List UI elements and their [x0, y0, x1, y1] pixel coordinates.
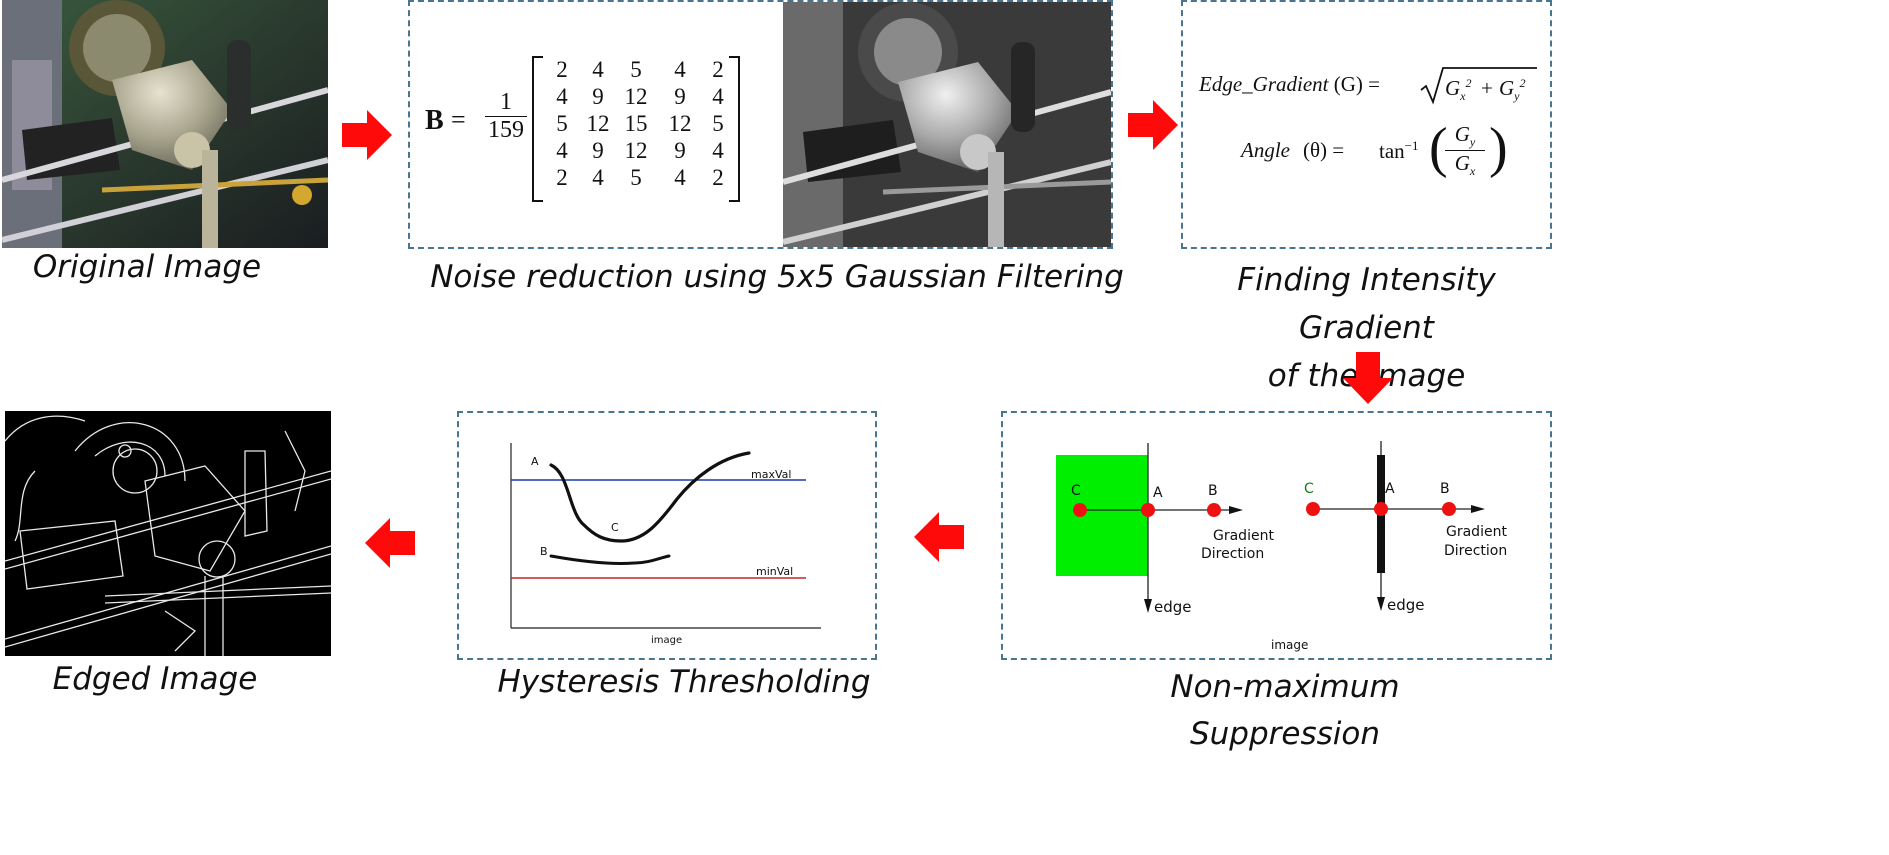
matrix-cell: 12: [586, 111, 610, 136]
label-b: B: [1208, 483, 1218, 499]
matrix-cell: 4: [556, 84, 568, 109]
angle-formula: Angle (θ) = tan−1 ( Gy Gx ): [1241, 117, 1508, 179]
blurred-image: [783, 2, 1111, 247]
angle-label: Angle: [1241, 138, 1290, 162]
edge-arrow-icon: [1144, 599, 1152, 613]
fraction: 1 159: [485, 89, 527, 144]
gx-squared: Gx2: [1445, 76, 1472, 104]
matrix-cell: 2: [556, 57, 568, 82]
point-b: [1442, 502, 1456, 516]
matrix-cell: 5: [712, 111, 724, 136]
matrix-lhs: B: [425, 105, 444, 136]
nms-diagram: C A B Gradient Direction edge C A B Grad…: [1056, 441, 1507, 652]
caption-nms: Non-maximum Suppression: [1170, 669, 1400, 752]
arrow-down-icon: [1343, 352, 1393, 404]
label-image-axis: image: [1271, 638, 1308, 652]
label-a: A: [1385, 481, 1395, 497]
matrix-cell: 5: [556, 111, 568, 136]
angle-var: (θ) =: [1303, 138, 1345, 162]
caption-gradient: Finding Intensity Gradient of the Image: [1181, 256, 1552, 400]
matrix-cell: 5: [630, 165, 642, 190]
sqrt-sign-icon: [1420, 67, 1537, 105]
matrix-cell: 9: [592, 138, 604, 163]
label-c: C: [611, 521, 619, 534]
equals-sign: =: [451, 105, 466, 134]
point-b: [1207, 503, 1221, 517]
label-edge: edge: [1154, 598, 1192, 616]
label-image-axis: image: [651, 635, 682, 646]
matrix-cell: 5: [630, 57, 642, 82]
matrix-cell: 12: [624, 84, 648, 109]
arrow-right-icon: [1128, 100, 1178, 150]
matrix-cell: 9: [674, 138, 686, 163]
label-direction: Direction: [1201, 546, 1264, 562]
caption-edged: Edged Image: [52, 661, 258, 697]
matrix-cell: 4: [556, 138, 568, 163]
edge-gradient-label: Edge_Gradient: [1199, 72, 1329, 96]
matrix-cell: 4: [712, 138, 724, 163]
caption-noise: Noise reduction using 5x5 Gaussian Filte…: [430, 259, 1124, 295]
caption-original: Original Image: [32, 249, 262, 285]
matrix-cell: 9: [592, 84, 604, 109]
point-a: [1141, 503, 1155, 517]
matrix-cell: 4: [712, 84, 724, 109]
label-c: C: [1304, 481, 1314, 497]
point-a: [1374, 502, 1388, 516]
numerator: 1: [500, 89, 512, 115]
matrix-cell: 12: [668, 111, 692, 136]
matrix-cell: 2: [556, 165, 568, 190]
curve-b: [549, 554, 671, 566]
matrix-cell: 4: [592, 165, 604, 190]
matrix-brackets: [532, 56, 740, 202]
label-direction: Direction: [1444, 543, 1507, 559]
hysteresis-box: A B C maxVal minVal image: [457, 411, 877, 660]
noise-reduction-box: B = 1 159 2 4 5 4 2 4 9 12 9 4 5 12 15 12 5 4 9 12 9 4 2 4 5 4 2: [408, 0, 1113, 249]
denominator: 159: [485, 116, 527, 144]
nms-box: C A B Gradient Direction edge C A B Grad…: [1001, 411, 1552, 660]
label-a: A: [531, 455, 539, 468]
matrix-cells: 2 4 5 4 2 4 9 12 9 4 5 12 15 12 5 4 9 12 9 4 2 4 5 4 2: [543, 57, 733, 197]
edge-gradient-var: (G) =: [1333, 72, 1380, 96]
gradient-arrow-icon: [1471, 505, 1485, 513]
matrix-cell: 9: [674, 84, 686, 109]
gaussian-formula: B = 1 159 2 4 5 4 2 4 9 12 9 4 5 12 15 12 5 4 9 12 9 4 2 4 5 4 2: [425, 56, 790, 202]
label-edge: edge: [1387, 596, 1425, 614]
matrix-cell: 2: [712, 57, 724, 82]
edge-arrow-icon: [1377, 597, 1385, 611]
label-maxval: maxVal: [751, 468, 791, 481]
label-a: A: [1153, 485, 1163, 501]
arrow-left-icon: [914, 512, 964, 562]
arrow-left-icon: [365, 518, 415, 568]
edged-image: [5, 411, 331, 656]
label-b: B: [1440, 481, 1450, 497]
original-image: [2, 0, 328, 248]
label-b: B: [540, 545, 548, 558]
matrix-cell: 2: [712, 165, 724, 190]
gradient-arrow-icon: [1229, 506, 1243, 514]
tan-inverse: tan−1: [1379, 138, 1419, 163]
hysteresis-chart: A B C maxVal minVal image: [510, 443, 821, 646]
gy-over-gx: Gy Gx: [1445, 122, 1485, 179]
matrix-cell: 4: [592, 57, 604, 82]
edge-region: [1056, 455, 1148, 576]
label-c: C: [1071, 483, 1081, 499]
point-c: [1306, 502, 1320, 516]
point-c: [1073, 503, 1087, 517]
label-minval: minVal: [756, 565, 793, 578]
matrix-cell: 12: [624, 138, 648, 163]
label-gradient: Gradient: [1446, 524, 1507, 540]
arrow-right-icon: [342, 110, 392, 160]
gradient-box: Edge_Gradient (G) = Gx2 + Gy2 Angle (θ) …: [1181, 0, 1552, 249]
gy-squared: Gy2: [1499, 76, 1526, 104]
curve-a: [549, 451, 751, 543]
caption-gradient-line1: Finding Intensity Gradient: [1237, 262, 1496, 346]
edge-gradient-formula: Edge_Gradient (G) = Gx2 + Gy2: [1199, 67, 1544, 122]
caption-hysteresis: Hysteresis Thresholding: [497, 664, 871, 700]
matrix-cell: 4: [674, 165, 686, 190]
matrix-cell: 4: [674, 57, 686, 82]
matrix-cell: 15: [624, 111, 648, 136]
label-gradient: Gradient: [1213, 528, 1274, 544]
